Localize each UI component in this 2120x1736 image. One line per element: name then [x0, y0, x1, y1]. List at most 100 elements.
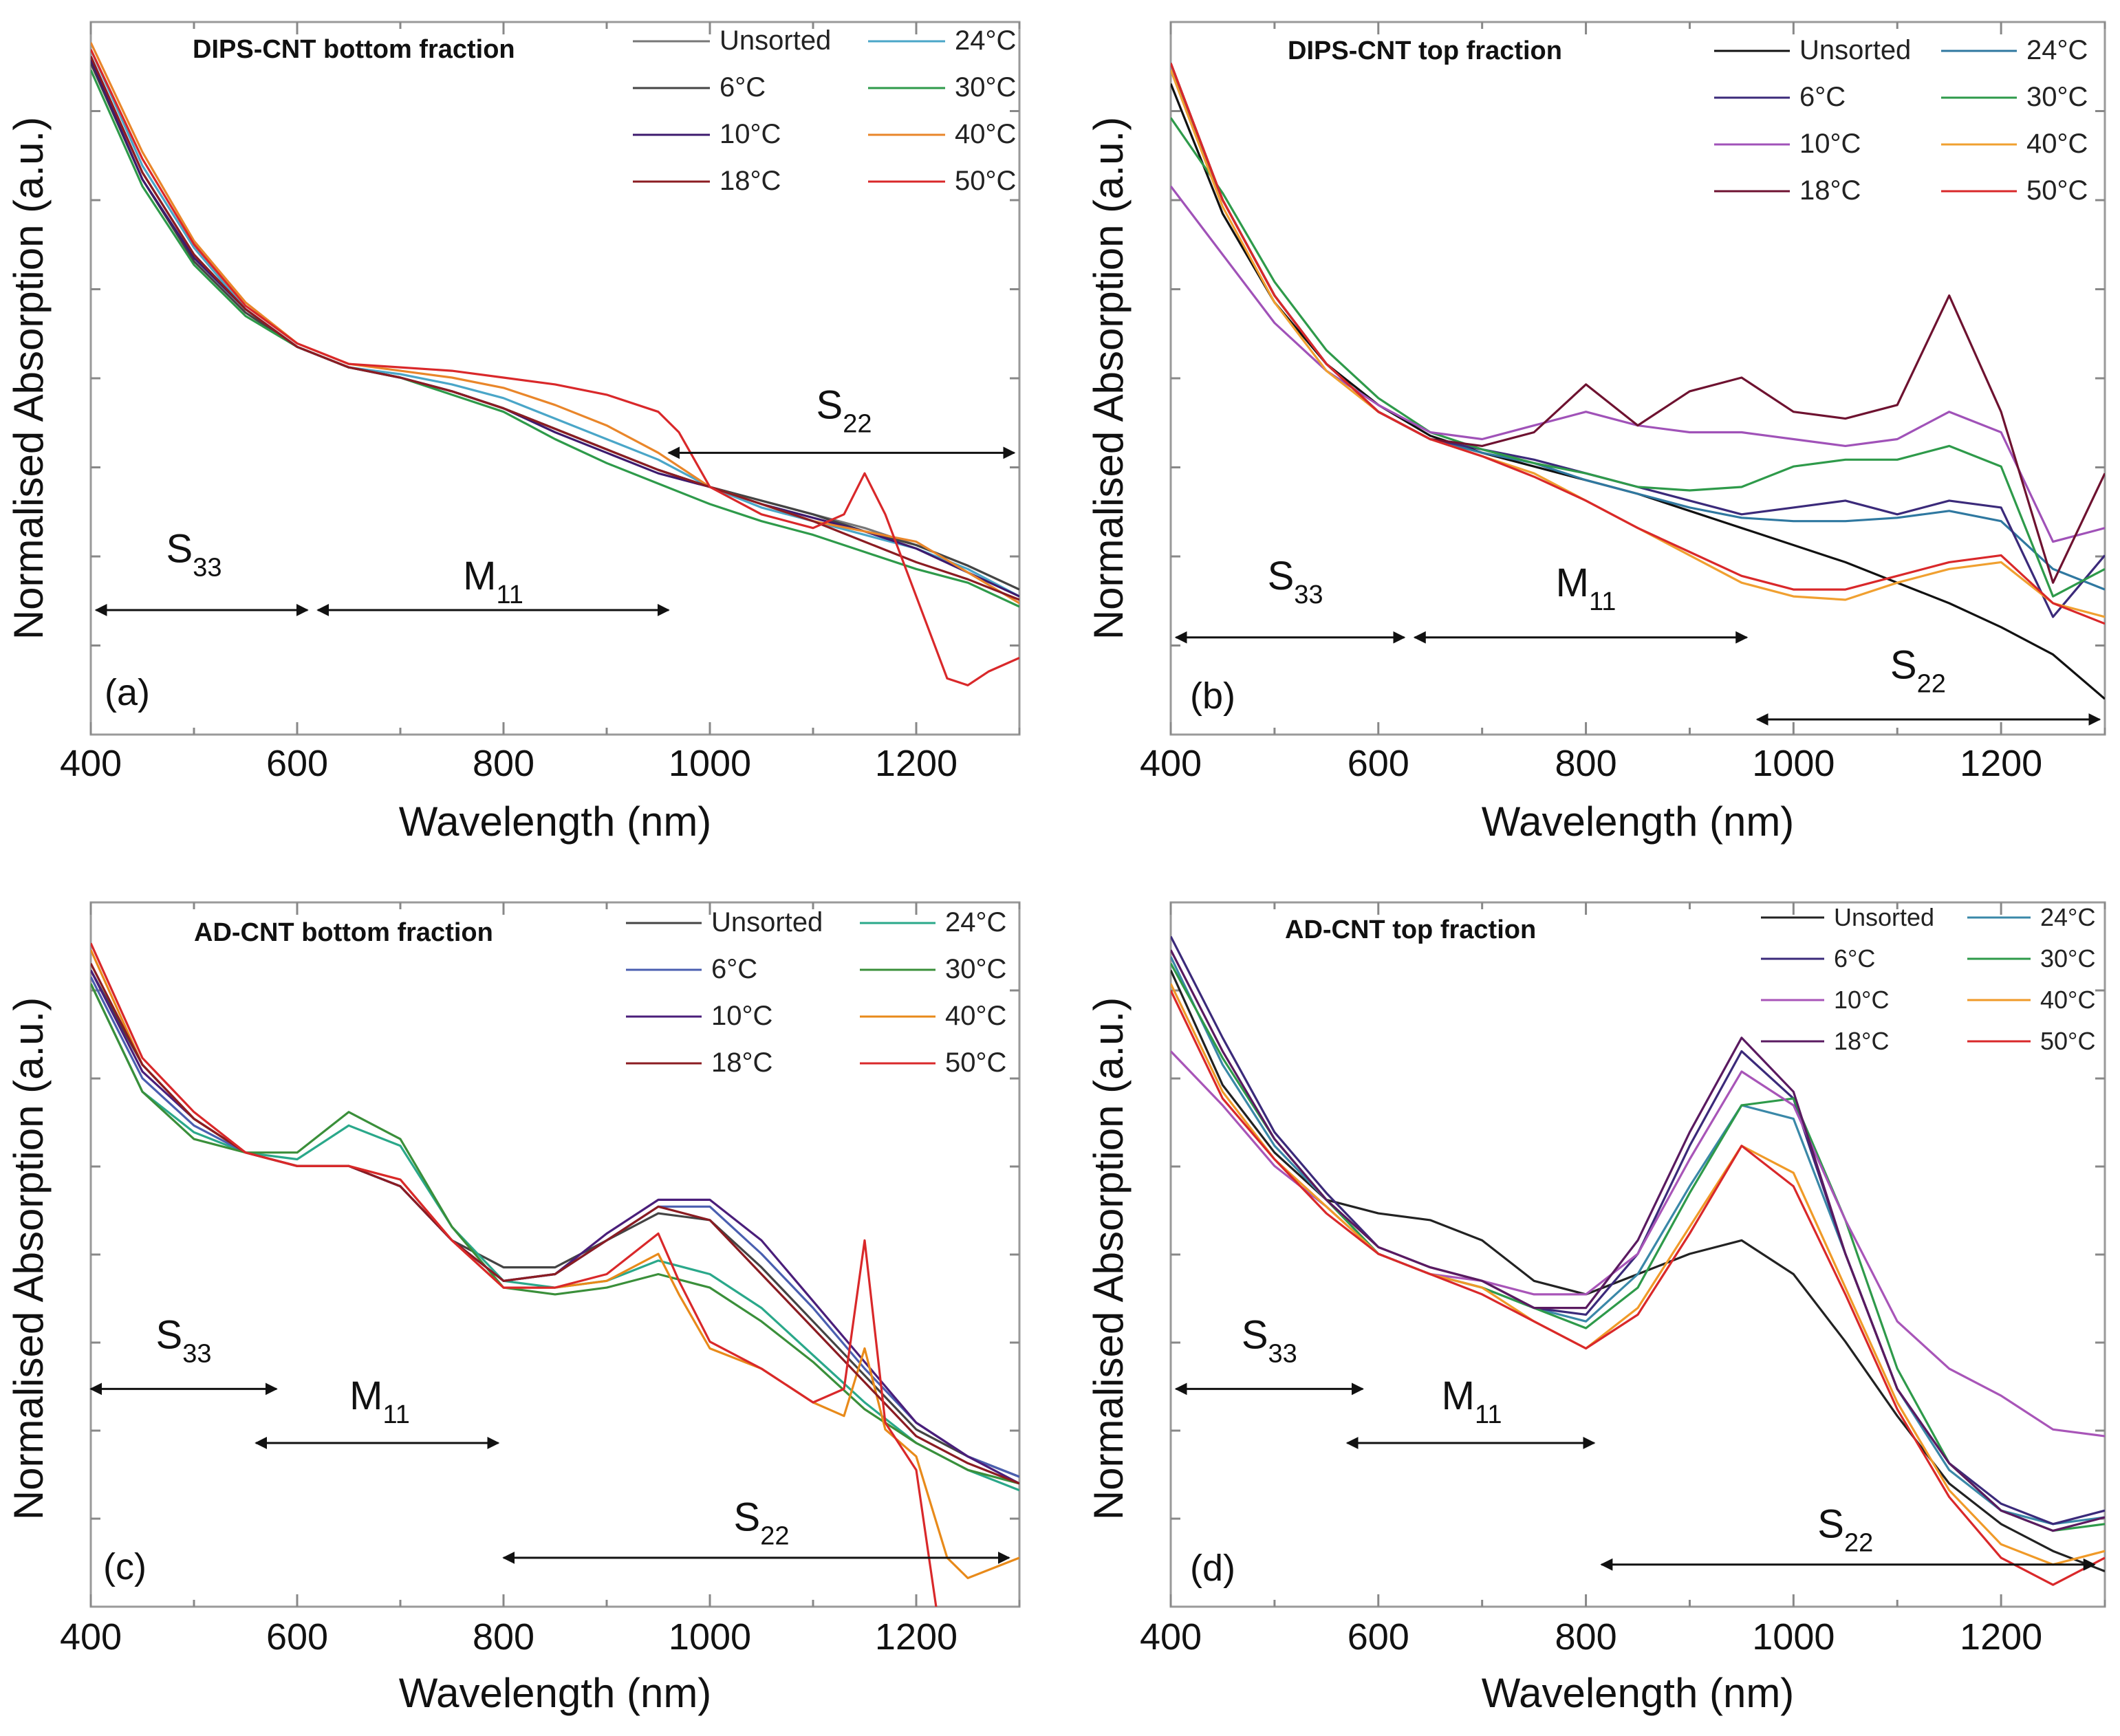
panel-title: AD-CNT top fraction	[1285, 915, 1536, 944]
legend-entry-label: Unsorted	[711, 907, 823, 937]
legend-entry-label: 10°C	[1799, 129, 1861, 159]
panel-label: (b)	[1190, 675, 1235, 717]
series-group	[1171, 63, 2105, 700]
series-line-50c	[91, 942, 938, 1607]
x-tick-label: 800	[1555, 743, 1617, 784]
x-tick-label: 1000	[1752, 1616, 1835, 1658]
series-line-50c	[1171, 63, 2105, 625]
legend-entry-label: Unsorted	[720, 25, 831, 56]
legend-entry-label: 18°C	[711, 1048, 772, 1078]
legend-entry-label: 50°C	[2026, 175, 2088, 206]
x-axis-title: Wavelength (nm)	[1482, 799, 1795, 845]
legend-entry-label: 6°C	[711, 954, 757, 984]
x-tick-label: 1000	[1752, 743, 1835, 784]
legend-entry-label: 30°C	[945, 954, 1006, 984]
panel-d: 400 600 800 1000 1200 Wavelength (nm) Normalis…	[1085, 901, 2106, 1716]
panel-title: DIPS-CNT top fraction	[1288, 36, 1562, 65]
x-tick-label: 400	[60, 1616, 122, 1658]
x-tick-label: 600	[266, 1616, 328, 1658]
series-line-18c	[91, 56, 1019, 601]
band-symbol: S	[166, 526, 193, 571]
panel-c: 400 600 800 1000 1200 Wavelength (nm) Normalis…	[6, 901, 1021, 1716]
band-symbol: M	[349, 1374, 382, 1418]
series-line-40c	[1171, 983, 2105, 1566]
legend-entry-label: 18°C	[1834, 1027, 1889, 1055]
plot-frame	[89, 21, 1021, 736]
band-subscript: 33	[182, 1339, 211, 1368]
y-axis-title: Normalised Absorption (a.u.)	[6, 997, 52, 1520]
panel-b: 400 600 800 1000 1200 Wavelength (nm) Normalis…	[1085, 21, 2106, 845]
legend-entry-label: 24°C	[2026, 35, 2088, 65]
band-symbol: S	[1242, 1312, 1268, 1357]
legend-entry-label: 10°C	[720, 119, 781, 149]
legend: Unsorted 24°C 6°C 30°C 10°C 40°C 18°C 50°C	[1761, 903, 2095, 1055]
x-tick-label: 800	[473, 1616, 534, 1658]
x-tick-label: 1200	[875, 1616, 958, 1658]
legend-entry-label: 6°C	[720, 72, 766, 102]
legend-entry-label: 30°C	[955, 72, 1016, 102]
legend: Unsorted 24°C 6°C 30°C 10°C 40°C 18°C 50°C	[1714, 35, 2088, 206]
band-label: S22	[1817, 1501, 1873, 1557]
series-line-18c	[1171, 949, 2105, 1532]
legend-entry-label: 24°C	[2040, 903, 2095, 931]
panel-label: (a)	[105, 672, 150, 713]
legend-entry-label: 24°C	[955, 25, 1016, 56]
band-label: S22	[1890, 642, 1946, 698]
legend-entry-label: 30°C	[2026, 82, 2088, 112]
x-axis-title: Wavelength (nm)	[1482, 1670, 1795, 1716]
band-label: S33	[1268, 554, 1323, 609]
band-label: M11	[1556, 561, 1616, 616]
band-symbol: M	[1556, 561, 1589, 605]
plot-frame	[1169, 21, 2106, 736]
panel-label: (d)	[1190, 1548, 1235, 1589]
x-tick-label: 600	[1348, 1616, 1409, 1658]
band-label: S22	[816, 383, 872, 439]
legend: Unsorted 24°C 6°C 30°C 10°C 40°C 18°C 50°C	[633, 25, 1016, 196]
legend-entry-label: 18°C	[1799, 175, 1861, 206]
band-subscript: 33	[193, 553, 221, 582]
band-subscript: 22	[843, 410, 872, 439]
band-label: S22	[734, 1495, 790, 1551]
x-tick-label: 400	[1140, 1616, 1202, 1658]
band-symbol: S	[1268, 554, 1295, 598]
x-tick-label: 600	[1348, 743, 1409, 784]
legend-entry-label: 18°C	[720, 166, 781, 196]
legend-entry-label: Unsorted	[1799, 35, 1911, 65]
band-symbol: S	[1817, 1501, 1844, 1546]
legend-entry-label: 10°C	[1834, 986, 1889, 1014]
band-symbol: S	[816, 383, 843, 428]
band-subscript: 33	[1294, 581, 1323, 609]
band-subscript: 22	[1917, 669, 1946, 698]
legend-entry-label: 6°C	[1834, 944, 1875, 973]
band-label: S33	[156, 1312, 212, 1368]
legend-entry-label: 30°C	[2040, 944, 2095, 973]
x-axis-title: Wavelength (nm)	[399, 1670, 712, 1716]
band-label: M11	[349, 1374, 410, 1429]
legend-entry-label: 50°C	[2040, 1027, 2095, 1055]
band-symbol: S	[1890, 642, 1917, 687]
band-label: M11	[463, 554, 523, 609]
band-subscript: 11	[382, 1400, 409, 1429]
band-subscript: 11	[1475, 1400, 1502, 1429]
series-line-50c	[91, 49, 1019, 686]
panel-a: 400 600 800 1000 1200 Wavelength (nm) Normalis…	[6, 21, 1021, 845]
x-tick-label: 1200	[875, 743, 958, 784]
band-subscript: 11	[496, 581, 523, 609]
band-label: S33	[166, 526, 222, 582]
x-tick-label: 400	[60, 743, 122, 784]
legend-entry-label: Unsorted	[1834, 903, 1934, 931]
panel-title: DIPS-CNT bottom fraction	[193, 35, 515, 64]
x-axis-title: Wavelength (nm)	[399, 799, 712, 845]
series-line-50c	[1171, 990, 2105, 1586]
x-tick-label: 600	[266, 743, 328, 784]
band-subscript: 22	[1844, 1528, 1873, 1557]
legend-entry-label: 40°C	[955, 119, 1016, 149]
series-group	[91, 942, 1019, 1607]
plot-frame	[89, 901, 1021, 1608]
x-tick-label: 800	[1555, 1616, 1617, 1658]
panel-label: (c)	[103, 1546, 147, 1587]
x-tick-label: 400	[1140, 743, 1202, 784]
legend-entry-label: 6°C	[1799, 82, 1846, 112]
x-tick-label: 1200	[1960, 1616, 2042, 1658]
